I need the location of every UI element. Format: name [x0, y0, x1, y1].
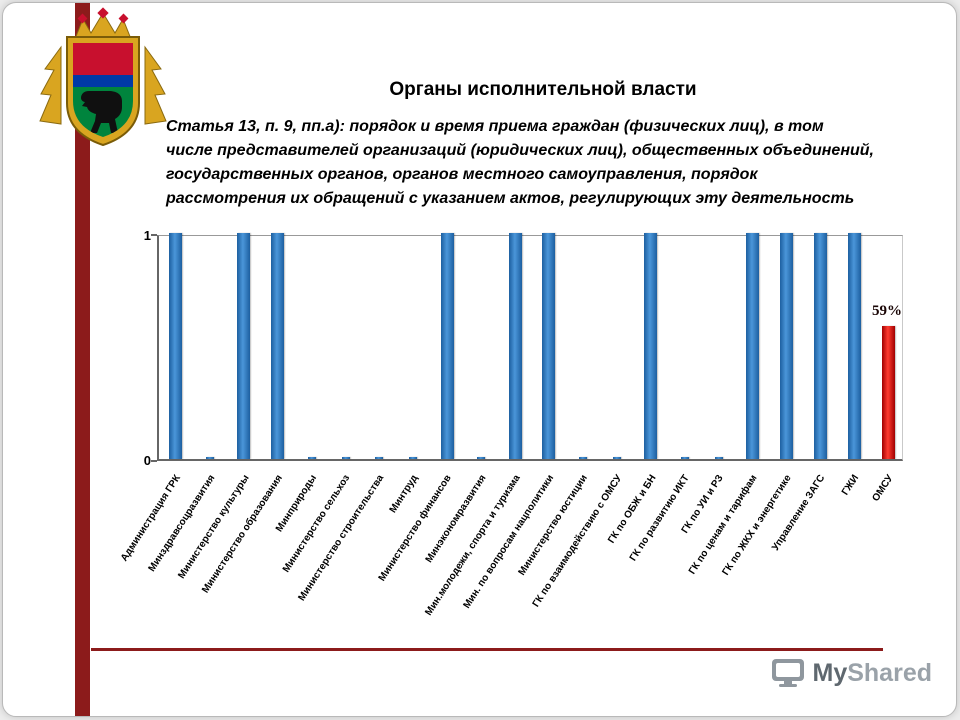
category-label: Минэкономразвития	[423, 473, 489, 565]
y-axis-tickmark-bottom	[151, 460, 157, 462]
bottom-divider	[91, 648, 883, 651]
bar-blue	[814, 233, 827, 459]
y-axis-tick-0: 0	[143, 453, 151, 468]
bar-chart: 1 0 59% Администрация ГРК Минздравсоцразв…	[119, 225, 923, 618]
bar-blue	[780, 233, 793, 459]
logo-text-shared: Shared	[847, 658, 932, 687]
bar-blue	[579, 457, 587, 459]
bar-blue	[542, 233, 555, 459]
bar-blue	[308, 457, 316, 459]
data-label: 59%	[872, 303, 902, 319]
coat-of-arms-karelia	[33, 7, 173, 169]
bar-blue	[271, 233, 284, 459]
subtitle-line-1: Статья 13, п. 9, пп.а): порядок и время …	[166, 118, 824, 135]
bar-blue	[644, 233, 657, 459]
bar-blue	[409, 457, 417, 459]
category-label: Минздравсоцразвития	[146, 473, 218, 574]
subtitle-line-4: рассмотрения их обращений с указанием ак…	[166, 190, 855, 207]
category-label: ГК по ценам и тарифам	[686, 473, 760, 577]
bar-blue	[441, 233, 454, 459]
bar-blue	[169, 233, 182, 459]
subtitle: Статья 13, п. 9, пп.а): порядок и время …	[166, 115, 951, 211]
bar-blue	[613, 457, 621, 459]
bar-blue	[746, 233, 759, 459]
bar-blue	[206, 457, 214, 459]
subtitle-line-3: государственных органов, органов местног…	[166, 166, 758, 183]
bar-blue	[237, 233, 250, 459]
category-label: ГЖИ	[840, 473, 862, 498]
y-axis-tickmark-top	[151, 234, 157, 236]
left-accent-stripe	[75, 3, 90, 716]
category-label: Министерство юстиции	[516, 473, 591, 578]
bar-blue	[375, 457, 383, 459]
category-label: Министерство сельхоз	[280, 473, 353, 575]
bar-blue	[509, 233, 522, 459]
category-labels: Администрация ГРК Минздравсоцразвития Мини…	[119, 467, 903, 618]
category-label: ГК по ЖКХ и энергетике	[720, 473, 794, 578]
bar-red	[882, 326, 895, 459]
page-title: Органы исполнительной власти	[389, 79, 697, 100]
logo-text-my: My	[812, 658, 848, 687]
category-label: ГК по развитию ИКТ	[628, 473, 693, 564]
bar-blue	[477, 457, 485, 459]
subtitle-line-2: числе представителей организаций (юридич…	[166, 142, 874, 159]
category-label: Минтруд	[387, 473, 421, 516]
coat-of-arms-icon	[39, 7, 167, 147]
bar-blue	[715, 457, 723, 459]
bar-blue	[342, 457, 350, 459]
monitor-icon	[771, 659, 804, 687]
category-label: ОМСУ	[869, 473, 896, 504]
myshared-logo[interactable]: MyShared	[771, 658, 933, 688]
logo-text: MyShared	[813, 659, 933, 688]
y-axis-tick-1: 1	[143, 228, 151, 243]
plot-area: 59%	[157, 233, 903, 461]
bar-blue	[681, 457, 689, 459]
category-label: Администрация ГРК	[119, 473, 184, 564]
bar-blue	[848, 233, 861, 459]
